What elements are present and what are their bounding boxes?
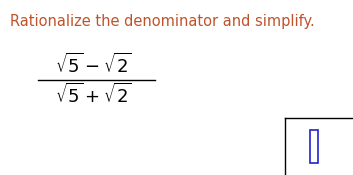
Text: Rationalize the denominator and simplify.: Rationalize the denominator and simplify… (10, 14, 315, 29)
Text: $\sqrt{5}+\sqrt{2}$: $\sqrt{5}+\sqrt{2}$ (55, 83, 132, 107)
Bar (310, 130, 318, 163)
Text: $\sqrt{5}-\sqrt{2}$: $\sqrt{5}-\sqrt{2}$ (55, 53, 132, 77)
